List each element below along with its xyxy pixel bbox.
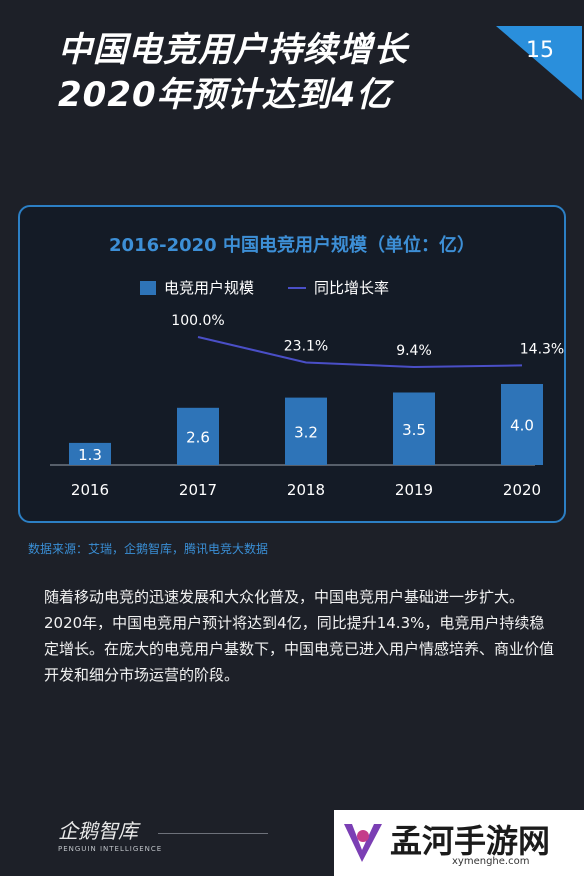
chart-title: 2016-2020 中国电竞用户规模（单位：亿） xyxy=(109,235,475,256)
title-line-2: 2020年预计达到4亿 xyxy=(58,75,392,115)
legend-line-label: 同比增长率 xyxy=(314,279,390,297)
page-corner-triangle xyxy=(496,26,582,100)
x-tick-2020: 2020 xyxy=(503,481,541,499)
bar-2016 xyxy=(69,442,111,465)
bar-label-2019: 3.5 xyxy=(402,421,426,439)
watermark-name: 孟河手游网 xyxy=(390,822,551,860)
title-line-1: 中国电竞用户持续增长 xyxy=(58,30,408,70)
growth-label-2020: 14.3% xyxy=(520,341,564,357)
footer-divider xyxy=(158,833,268,834)
bar-2019 xyxy=(393,392,435,465)
bar-2020 xyxy=(501,384,543,465)
x-tick-2018: 2018 xyxy=(287,481,325,499)
body-paragraph: 随着移动电竞的迅速发展和大众化普及，中国电竞用户基础进一步扩大。2020年，中国… xyxy=(44,588,555,684)
legend-item-line: 同比增长率 xyxy=(288,277,389,298)
data-source: 数据来源：艾瑞，企鹅智库，腾讯电竞大数据 xyxy=(28,542,269,556)
bar-2018 xyxy=(285,397,327,465)
legend-item-bar: 电竞用户规模 xyxy=(140,277,254,298)
growth-label-2019: 9.4% xyxy=(396,343,432,359)
watermark-banner: 孟河手游网 xymenghe.com xyxy=(334,810,584,876)
bar-label-2017: 2.6 xyxy=(186,428,210,446)
page-number: 15 xyxy=(526,38,554,63)
logo-subtitle: PENGUIN INTELLIGENCE xyxy=(58,845,163,853)
legend-bar-label: 电竞用户规模 xyxy=(164,279,255,297)
bar-label-2018: 3.2 xyxy=(294,423,318,441)
x-tick-2017: 2017 xyxy=(179,481,217,499)
chart-plot: 1.3 2016 2.6 2017 3.2 2018 3.5 2019 4.0 2020 100.0… xyxy=(50,313,564,499)
watermark-logo-icon xyxy=(344,824,382,862)
penguin-intelligence-logo: 企鹅智库 xyxy=(58,819,138,843)
growth-rate-line xyxy=(197,336,523,369)
legend-bar-swatch xyxy=(140,280,156,295)
x-tick-2016: 2016 xyxy=(71,481,109,499)
chart-panel: 2016-2020 中国电竞用户规模（单位：亿） 电竞用户规模 同比增长率 1.… xyxy=(18,205,566,523)
bar-2017 xyxy=(177,407,219,465)
chart-legend: 电竞用户规模 同比增长率 xyxy=(140,277,389,298)
growth-label-2018: 23.1% xyxy=(284,338,328,354)
bar-label-2020: 4.0 xyxy=(510,417,534,435)
growth-label-2017: 100.0% xyxy=(171,313,224,329)
x-tick-2019: 2019 xyxy=(395,481,433,499)
bar-label-2016: 1.3 xyxy=(78,446,102,464)
watermark-url: xymenghe.com xyxy=(452,856,530,867)
legend-line-swatch xyxy=(288,286,307,289)
page-title: 中国电竞用户持续增长 2020年预计达到4亿 xyxy=(58,28,408,118)
